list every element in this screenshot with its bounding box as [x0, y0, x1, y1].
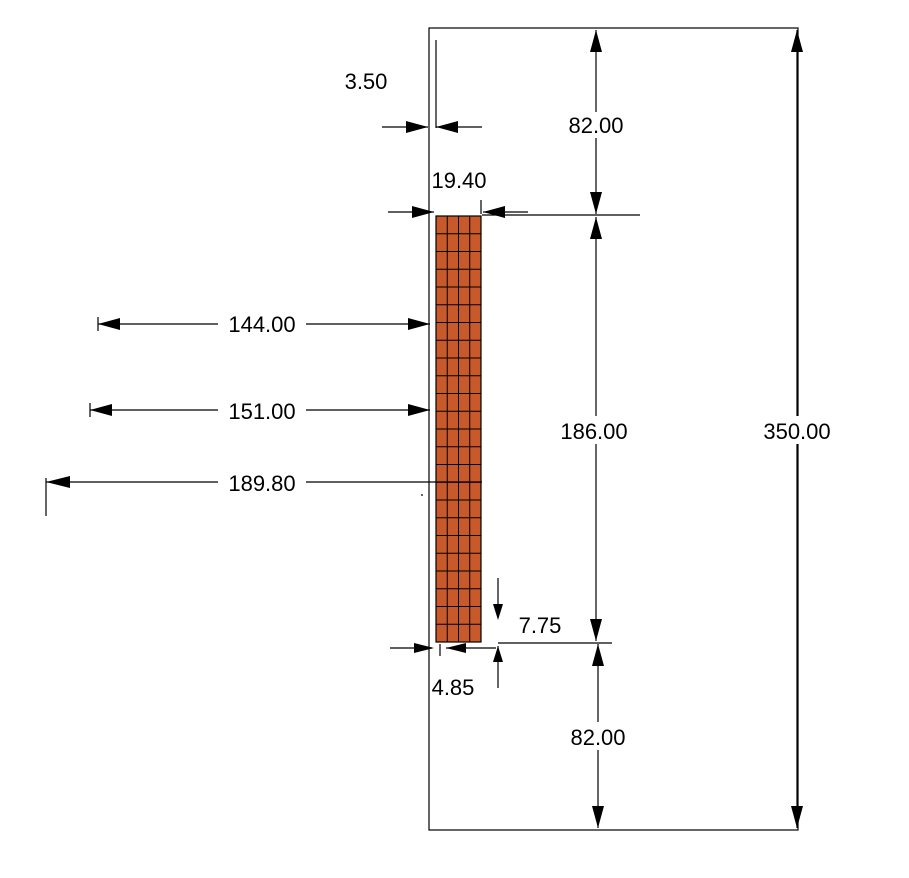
dimension-189: 189.80 — [45, 468, 482, 516]
dimension-4-85: 4.85 — [390, 643, 496, 700]
label-bottom-cover: 82.00 — [570, 725, 625, 750]
block-group — [435, 215, 482, 643]
dimension-top-cover: 82.00 — [482, 30, 640, 216]
dimension-total-height: 350.00 — [752, 30, 842, 828]
dimension-block-height: 186.00 — [550, 217, 640, 641]
label-cover-side: 3.50 — [345, 69, 388, 94]
label-block-width: 19.40 — [431, 168, 486, 193]
dimension-7-75: 7.75 — [493, 578, 561, 688]
dimension-144: 144.00 — [97, 310, 430, 338]
dimension-151: 151.00 — [89, 396, 430, 424]
label-top-cover: 82.00 — [568, 113, 623, 138]
label-block-height: 186.00 — [560, 419, 627, 444]
label-4-85: 4.85 — [432, 675, 475, 700]
label-144: 144.00 — [228, 312, 295, 337]
dimension-cover-side: 3.50 — [345, 40, 482, 133]
label-189: 189.80 — [228, 471, 295, 496]
label-151: 151.00 — [228, 399, 295, 424]
dimension-bottom-cover: 82.00 — [498, 642, 636, 828]
label-7-75: 7.75 — [519, 613, 562, 638]
label-total-height: 350.00 — [763, 419, 830, 444]
dimension-block-width: 19.40 — [388, 168, 528, 218]
